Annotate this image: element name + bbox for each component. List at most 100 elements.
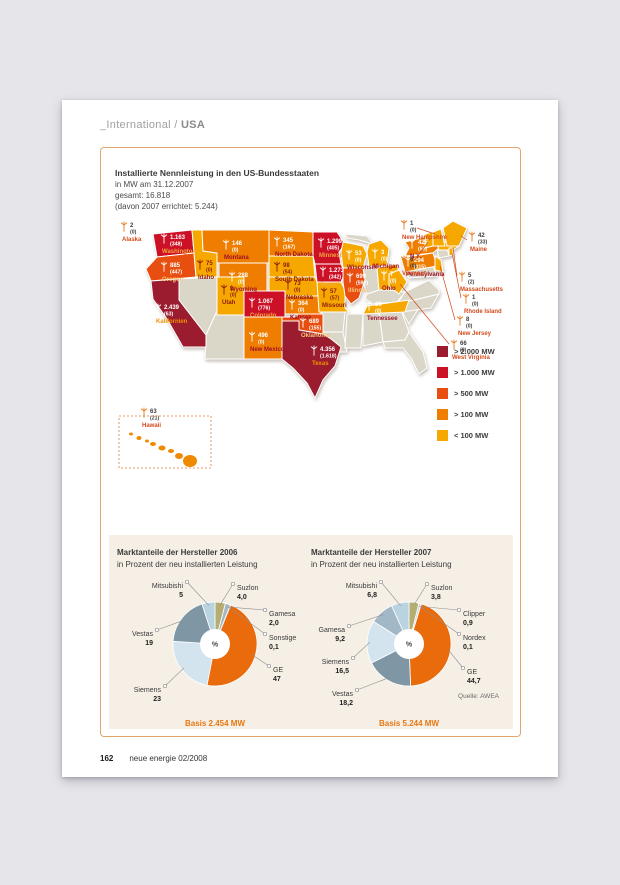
- state-added: (115): [414, 265, 426, 271]
- pie-label-name-Suzlon: Suzlon: [237, 585, 259, 592]
- pie-leader-Clipper: [419, 606, 460, 611]
- turbine-icon-ID: [196, 259, 204, 270]
- map-title: Installierte Nennleistung in den US-Bund…: [115, 168, 320, 178]
- state-added: (0): [355, 258, 362, 264]
- state-name: West Virginia: [452, 355, 490, 361]
- state-label-OR: 885(447)Oregon: [160, 261, 184, 283]
- state-value: 1: [230, 286, 234, 292]
- turbine-icon-WA: [160, 233, 168, 244]
- turbine-blades: [371, 248, 379, 253]
- state-label-PA: 294(115)Pennsylvania: [404, 256, 445, 278]
- turbine-icon-RI: [462, 293, 470, 304]
- breadcrumb-prefix: _International /: [100, 119, 181, 131]
- pie-leader-ring-Vestas: [154, 627, 160, 633]
- pie-leader-Nordex: [420, 606, 460, 635]
- map-subtitle-1: in MW am 31.12.2007: [115, 180, 194, 189]
- pie-leader-ring-Suzlon: [424, 581, 430, 587]
- pie-leader-ring-GE: [266, 663, 272, 669]
- state-label-OK: 689(155)Oklahoma: [299, 317, 331, 339]
- pie-label-name-Nordex: Nordex: [463, 635, 486, 642]
- map-legend: > 2.000 MW > 1.000 MW > 500 MW > 100 MW < 10…: [437, 346, 495, 451]
- state-value: 1.163: [170, 235, 186, 241]
- hawaii-group: [118, 415, 212, 469]
- chart-2007-title: Marktanteile der Hersteller 2007: [311, 548, 432, 557]
- chart-2006-basis: Basis 2.454 MW: [184, 719, 246, 728]
- state-name: Maine: [470, 247, 488, 253]
- pie-leader-ring-Nordex: [456, 631, 462, 637]
- turbine-blades: [196, 259, 204, 264]
- turbine-icon-MO: [320, 287, 328, 298]
- state-shape-nodata: [344, 313, 364, 349]
- pie-label-name-Sonstige: Sonstige: [269, 635, 296, 642]
- callout-line-MA: [452, 247, 458, 277]
- state-name: Kalifornien: [156, 319, 188, 325]
- pie-label-name-Gamesa: Gamesa: [319, 627, 346, 634]
- turbine-blades: [248, 297, 256, 302]
- state-label-ID: 75(0)Idaho: [196, 259, 214, 281]
- legend-label: < 100 MW: [454, 431, 489, 440]
- state-label-ND: 345(167)North Dakota: [273, 236, 313, 258]
- state-name: Utah: [222, 300, 236, 306]
- state-shape-NJ: [434, 255, 444, 273]
- legend-row: < 100 MW: [437, 430, 495, 441]
- state-name: Colorado: [250, 313, 277, 319]
- state-label-SD: 98(54)South Dakota: [273, 261, 314, 283]
- state-value: 1: [410, 221, 414, 227]
- turbine-blades: [140, 407, 148, 412]
- turbine-icon-KS: [288, 299, 296, 310]
- turbine-icon-NM: [248, 331, 256, 342]
- state-shape-MO: [316, 281, 350, 313]
- turbine-blades: [228, 271, 236, 276]
- pie-leader-Suzlon: [219, 583, 234, 606]
- hawaii-island: [183, 455, 197, 467]
- state-added: (33): [478, 240, 487, 246]
- state-added: (0): [130, 230, 137, 236]
- pie-label-value-Siemens: 16,5: [335, 668, 349, 675]
- pie-leader-Mitsubishi: [186, 581, 210, 606]
- turbine-icon-IL: [346, 272, 354, 283]
- turbine-blades: [462, 293, 470, 298]
- pie-leader-Vestas: [356, 677, 390, 691]
- state-value: 364: [298, 301, 309, 307]
- state-label-NE: 73(0)Nebraska: [284, 279, 314, 301]
- state-added: (592): [356, 281, 368, 287]
- state-label-HI: 63(21)Hawaii: [140, 407, 161, 429]
- pie-leader-ring-Suzlon: [230, 581, 236, 587]
- turbine-icon-NE: [284, 279, 292, 290]
- state-value: 42: [478, 233, 485, 239]
- state-value: 689: [309, 319, 320, 325]
- state-value: 146: [232, 241, 243, 247]
- pie-leader-ring-Gamesa: [262, 607, 268, 613]
- pie-slice-GE: [206, 604, 258, 687]
- turbine-icon-NH: [400, 220, 408, 230]
- pie-label-value-Nordex: 0,1: [463, 644, 473, 651]
- turbine-icon-CA: [154, 303, 162, 314]
- state-added: (0): [460, 348, 467, 354]
- pie-leader-ring-GE: [460, 665, 466, 671]
- state-value: 98: [283, 263, 290, 269]
- turbine-icon-MI: [371, 248, 379, 259]
- pie-leader-Gamesa: [227, 606, 266, 611]
- pie-label-name-Vestas: Vestas: [132, 631, 154, 638]
- state-value: 53: [355, 251, 362, 257]
- state-name: New Mexico: [250, 347, 285, 353]
- state-name: Wyoming: [230, 287, 257, 293]
- turbine-blades: [154, 303, 162, 308]
- pie-leader-Mitsubishi: [380, 581, 401, 607]
- state-label-CA: 2.439(63)Kalifornien: [154, 303, 188, 325]
- state-added: (0): [410, 264, 417, 270]
- pie-leader-Sonstige: [229, 607, 266, 635]
- state-added: (0): [381, 257, 388, 263]
- legend-row: > 100 MW: [437, 409, 495, 420]
- state-name: Kansas: [290, 315, 312, 321]
- state-name: Rhode Island: [464, 309, 502, 315]
- callout-line-RI: [451, 252, 462, 299]
- turbine-blades: [380, 270, 388, 275]
- turbine-blades: [222, 239, 230, 244]
- lower-48-group: [145, 220, 468, 399]
- state-label-MO: 57(57)Missouri: [320, 287, 347, 309]
- state-value: 73: [294, 281, 301, 287]
- state-name: Idaho: [198, 275, 214, 281]
- pie-slice-Siemens: [366, 620, 410, 664]
- turbine-blades: [404, 256, 412, 261]
